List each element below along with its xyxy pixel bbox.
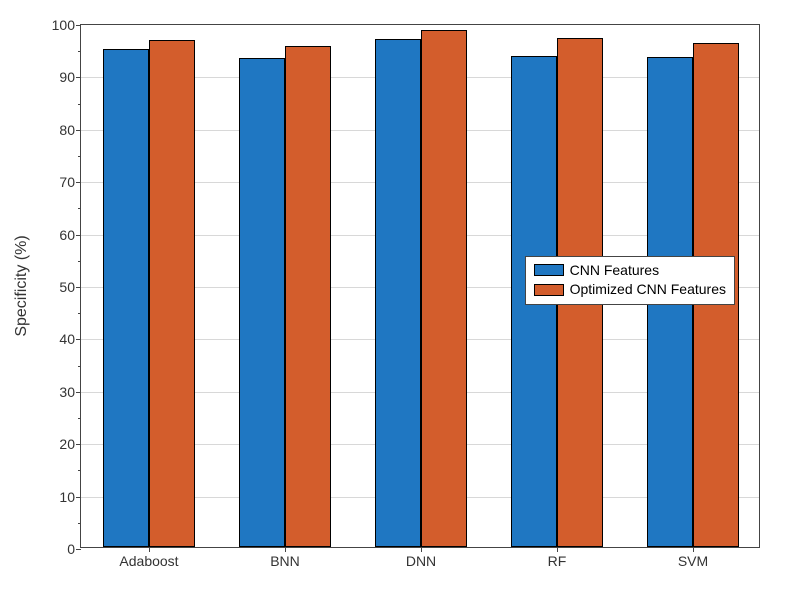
y-minor-tick-mark [78, 523, 81, 524]
legend-row: CNN Features [534, 261, 726, 281]
legend-row: Optimized CNN Features [534, 280, 726, 300]
legend: CNN FeaturesOptimized CNN Features [525, 256, 735, 305]
y-tick-label: 70 [59, 174, 81, 190]
y-axis-label: Specificity (%) [13, 235, 31, 336]
bar [149, 40, 195, 547]
y-tick-label: 40 [59, 331, 81, 347]
y-tick-label: 20 [59, 436, 81, 452]
x-tick-label: Adaboost [119, 547, 178, 569]
legend-swatch [534, 264, 564, 276]
y-tick-label: 60 [59, 227, 81, 243]
y-minor-tick-mark [78, 366, 81, 367]
legend-label: CNN Features [570, 261, 659, 281]
y-tick-label: 10 [59, 489, 81, 505]
y-minor-tick-mark [78, 104, 81, 105]
y-tick-label: 90 [59, 69, 81, 85]
plot-area: 0102030405060708090100AdaboostBNNDNNRFSV… [80, 24, 760, 548]
x-tick-label: DNN [406, 547, 436, 569]
bar [421, 30, 467, 547]
y-minor-tick-mark [78, 51, 81, 52]
y-tick-label: 100 [52, 17, 81, 33]
figure: Specificity (%)0102030405060708090100Ada… [0, 0, 787, 598]
y-minor-tick-mark [78, 261, 81, 262]
y-tick-label: 30 [59, 384, 81, 400]
legend-swatch [534, 284, 564, 296]
legend-label: Optimized CNN Features [570, 280, 726, 300]
y-tick-label: 50 [59, 279, 81, 295]
y-minor-tick-mark [78, 313, 81, 314]
y-minor-tick-mark [78, 156, 81, 157]
y-minor-tick-mark [78, 418, 81, 419]
y-tick-label: 0 [67, 541, 81, 557]
bar [239, 58, 285, 547]
bar [285, 46, 331, 547]
y-minor-tick-mark [78, 470, 81, 471]
x-tick-label: SVM [678, 547, 708, 569]
y-minor-tick-mark [78, 208, 81, 209]
y-tick-label: 80 [59, 122, 81, 138]
x-tick-label: RF [548, 547, 567, 569]
bar [103, 49, 149, 547]
bar [375, 39, 421, 547]
x-tick-label: BNN [270, 547, 300, 569]
